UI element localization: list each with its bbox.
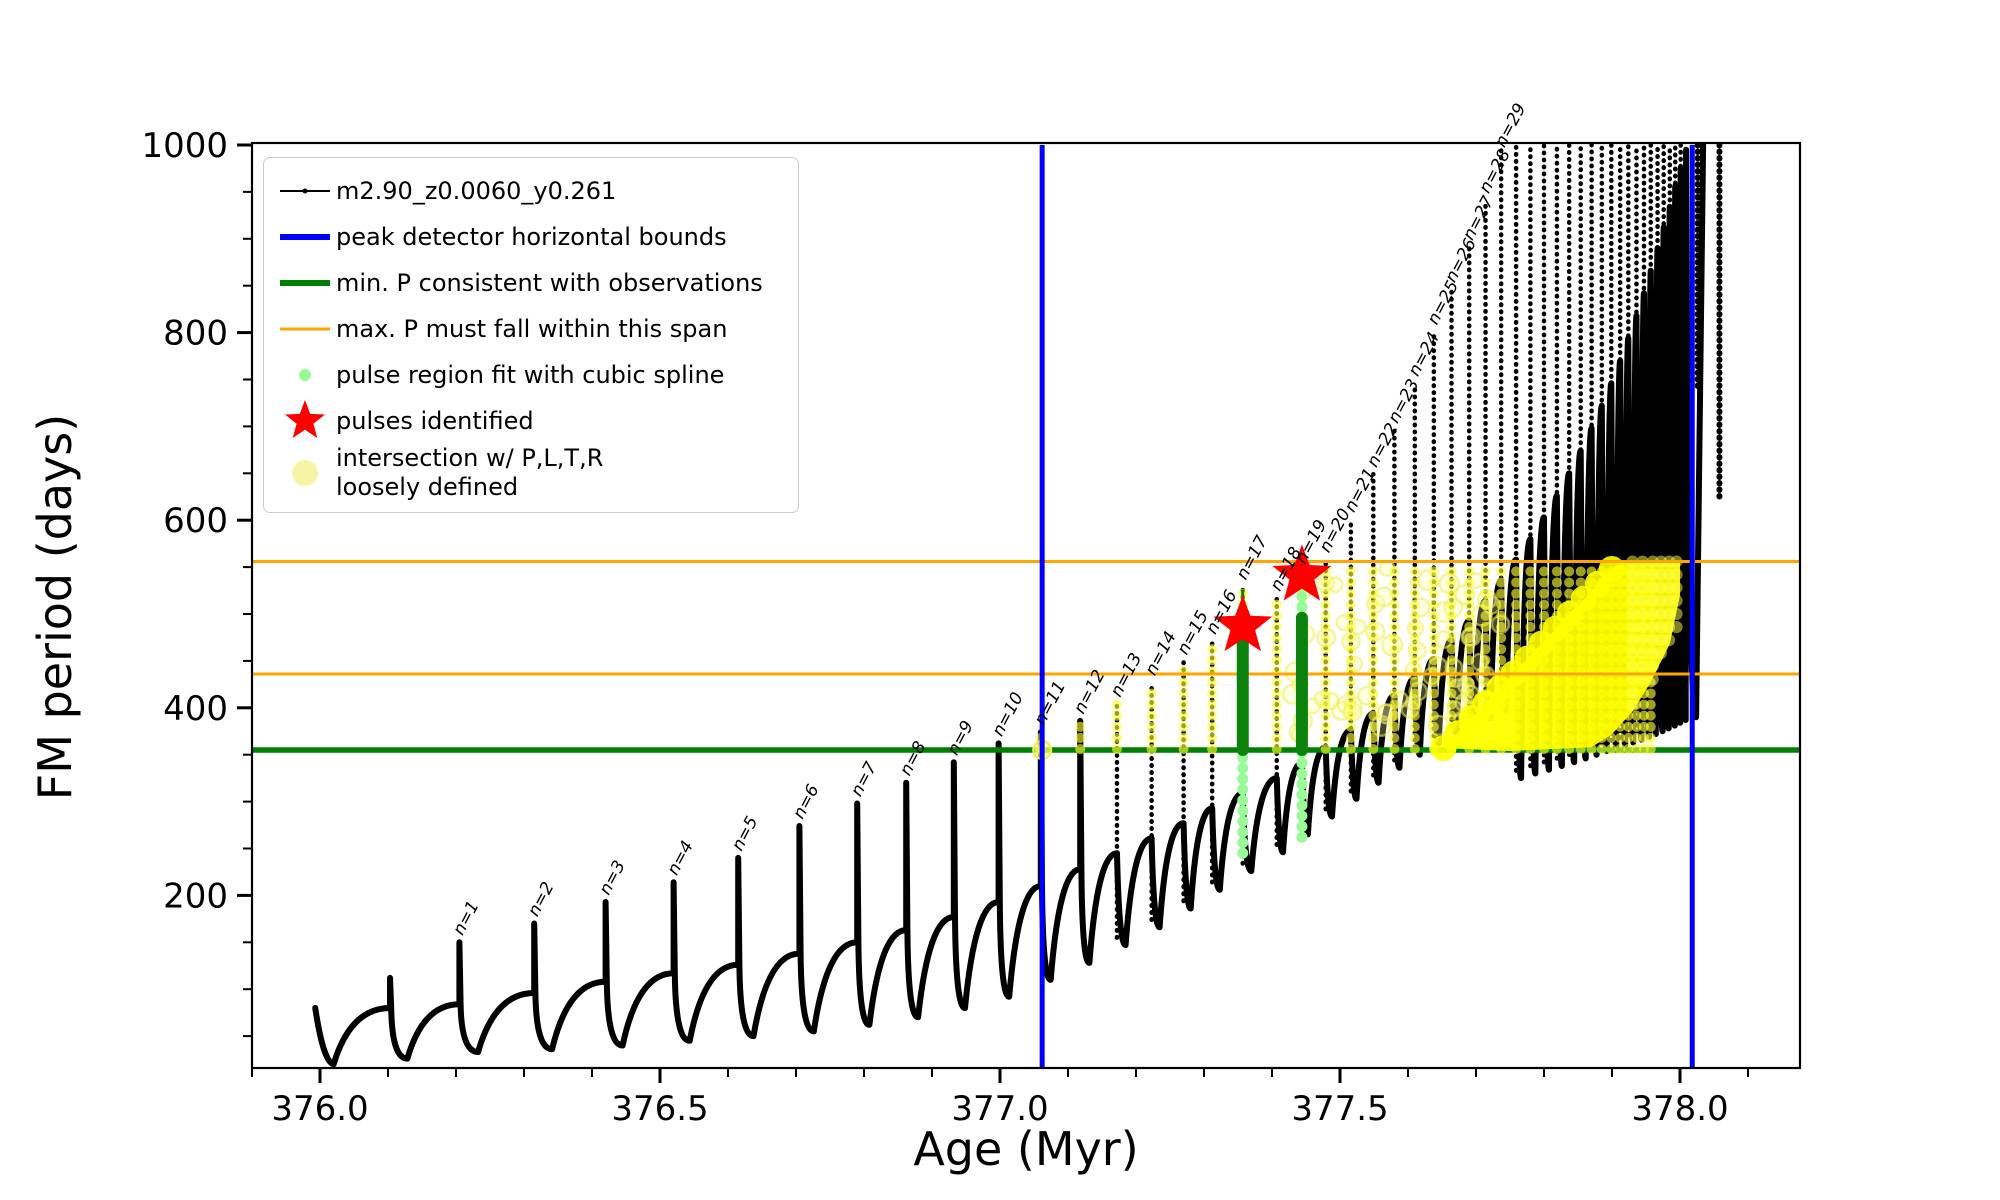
legend-label: m2.90_z0.0060_y0.261 [336,176,617,205]
pulse-number-label: n=17 [1233,532,1273,583]
legend-entry: min. P consistent with observations [274,260,784,306]
axes-frame [250,141,1802,1070]
pulse-number-label: n=1 [449,898,483,939]
legend-entry: max. P must fall within this span [274,306,784,352]
x-tick-label: 377.0 [951,1089,1048,1129]
legend-marker-line-thick [274,214,336,260]
legend-marker-dot-large [274,450,336,496]
legend-label: max. P must fall within this span [336,314,728,343]
legend-entry: peak detector horizontal bounds [274,214,784,260]
legend-label: intersection w/ P,L,T,R loosely defined [336,444,604,501]
intersection-blob-edge [1598,555,1625,582]
pulse-number-label: n=23 [1384,376,1424,427]
y-tick-label: 800 [163,314,228,354]
legend-label: pulses identified [336,406,534,435]
x-axis-title: Age (Myr) [913,1122,1139,1176]
pulse-number-label: n=2 [524,879,558,920]
pulse-number-label: n=4 [663,838,697,879]
x-tick-label: 376.5 [611,1089,708,1129]
legend-entry: pulses identified [274,398,784,444]
legend-marker-star [274,398,336,444]
y-tick-label: 200 [163,876,228,916]
pulse-number-label: n=5 [728,813,762,854]
identified-pulse-star [1272,544,1332,601]
x-tick-label: 376.0 [271,1089,368,1129]
pulse-number-label: n=14 [1141,628,1181,679]
legend-entry: intersection w/ P,L,T,R loosely defined [274,444,784,502]
pulse-number-label: n=28 [1475,146,1515,197]
pulse-number-label: n=11 [1031,678,1071,729]
pulse-number-label: n=15 [1173,608,1213,659]
pulse-number-label: n=6 [789,781,824,822]
intersection-blob [1443,561,1680,751]
pulse-number-label: n=27 [1459,193,1499,244]
x-tick-label: 377.5 [1291,1089,1388,1129]
pulse-number-label: n=3 [595,857,629,898]
legend-label: pulse region fit with cubic spline [336,360,725,389]
y-tick-label: 400 [163,689,228,729]
y-axis-title: FM period (days) [28,413,82,801]
pulse-number-label: n=22 [1363,420,1403,471]
x-tick-label: 378.0 [1631,1089,1728,1129]
legend-marker-line-dot [274,168,336,214]
legend-marker-line-thick [274,260,336,306]
legend-label: min. P consistent with observations [336,268,763,297]
legend-entry: pulse region fit with cubic spline [274,352,784,398]
pulse-number-label: n=8 [896,738,931,779]
pulse-number-label: n=7 [847,759,882,800]
legend-label: peak detector horizontal bounds [336,222,727,251]
plot-data-layer [252,143,1800,1068]
legend-marker-dot-small [274,352,336,398]
legend-marker-line-thin [274,306,336,352]
legend-entry: m2.90_z0.0060_y0.261 [274,168,784,214]
pulse-number-label: n=10 [988,689,1028,740]
pulse-number-label: n=24 [1405,329,1445,380]
identified-pulse-star [1213,595,1273,652]
y-tick-label: 600 [163,501,228,541]
y-tick-label: 1000 [141,126,228,166]
